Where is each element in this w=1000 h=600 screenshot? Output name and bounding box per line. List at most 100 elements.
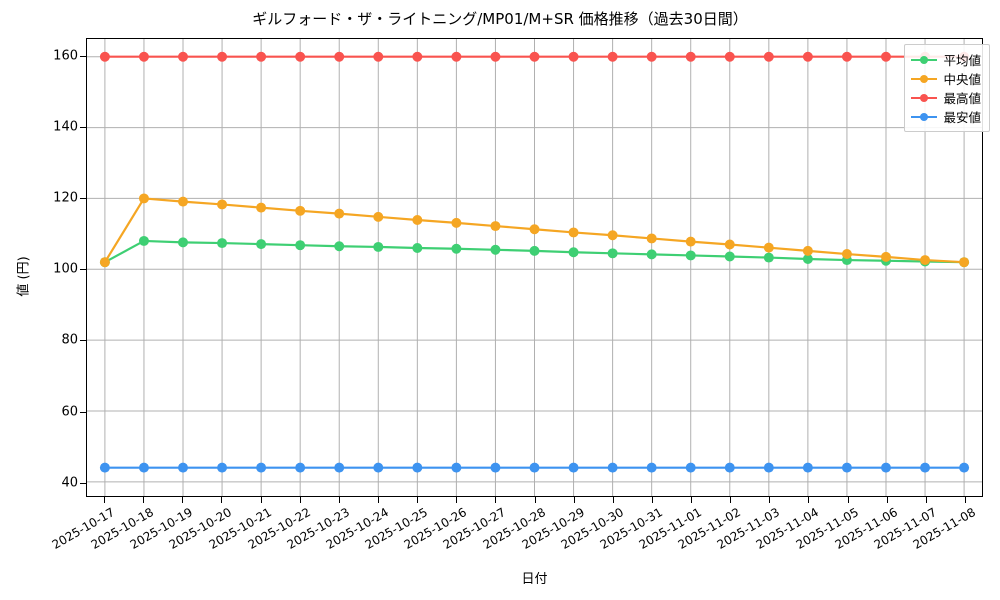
y-tick-mark [80, 269, 86, 271]
data-point [646, 249, 657, 260]
data-point [685, 250, 696, 261]
data-point [724, 251, 735, 262]
data-point [490, 462, 501, 473]
data-point [178, 237, 188, 248]
data-point [256, 202, 267, 213]
x-tick-mark [534, 497, 536, 503]
data-point [256, 462, 267, 473]
legend-item-2[interactable]: 中央値 [911, 69, 981, 88]
y-tick-mark [80, 126, 86, 128]
data-point [685, 462, 696, 473]
series-1 [99, 235, 970, 268]
x-tick-mark [847, 497, 849, 503]
y-axis-tick-marks [0, 38, 86, 497]
data-point [99, 462, 110, 473]
data-point [568, 247, 579, 258]
data-point [763, 51, 774, 62]
data-point [881, 462, 891, 473]
legend-marker-icon [911, 73, 938, 85]
data-point [178, 196, 188, 207]
x-tick-mark [221, 497, 223, 503]
data-point [217, 199, 228, 210]
y-axis-tick-labels: 40 60 80 100 120 140 160 [38, 38, 78, 497]
x-tick-mark [495, 497, 497, 503]
y-tick-label: 160 [53, 48, 78, 64]
legend-marker-icon [911, 92, 938, 104]
data-point [763, 242, 774, 253]
data-point [646, 462, 657, 473]
legend-marker-icon [911, 111, 938, 123]
data-point [295, 51, 306, 62]
x-tick-mark [651, 497, 653, 503]
data-point [373, 241, 384, 252]
x-tick-mark [965, 497, 967, 503]
x-tick-mark [377, 497, 379, 503]
data-point [959, 257, 970, 268]
x-tick-mark [143, 497, 145, 503]
data-point [529, 462, 540, 473]
data-point [881, 51, 891, 62]
chart-legend[interactable]: 平均値中央値 最高値最安値 [904, 44, 990, 132]
data-point [607, 230, 618, 241]
data-series-layer [99, 51, 970, 473]
data-point [841, 249, 852, 260]
series-2 [99, 193, 970, 268]
data-point [334, 241, 345, 252]
legend-label: 中央値 [943, 72, 981, 87]
series-3 [99, 51, 970, 62]
chart-title: ギルフォード・ザ・ライトニング/MP01/M+SR 価格推移（過去30日間） [252, 10, 748, 28]
data-point [451, 243, 462, 254]
data-point [334, 51, 345, 62]
legend-item-3[interactable]: 最高値 [911, 88, 981, 107]
data-point [568, 462, 579, 473]
data-point [920, 462, 931, 473]
x-tick-mark [573, 497, 575, 503]
data-point [763, 252, 774, 263]
data-point [841, 51, 852, 62]
y-tick-label: 100 [53, 261, 78, 277]
data-point [685, 236, 696, 247]
data-point [529, 224, 540, 235]
data-point [138, 193, 149, 204]
data-point [295, 462, 306, 473]
data-point [138, 462, 149, 473]
data-point [607, 462, 618, 473]
data-point [529, 245, 540, 256]
series-4 [99, 462, 970, 473]
data-point [959, 462, 970, 473]
data-point [217, 238, 228, 249]
y-tick-label: 40 [61, 475, 78, 491]
x-tick-mark [730, 497, 732, 503]
data-point [451, 462, 462, 473]
data-point [568, 51, 579, 62]
data-point [646, 51, 657, 62]
y-tick-mark [80, 340, 86, 342]
legend-item-4[interactable]: 最安値 [911, 107, 981, 126]
x-axis-tick-marks [86, 497, 983, 505]
x-axis-label: 日付 [521, 572, 548, 587]
data-point [881, 251, 891, 262]
x-tick-mark [808, 497, 810, 503]
y-tick-label: 140 [53, 119, 78, 135]
y-tick-mark [80, 55, 86, 57]
data-point [373, 51, 384, 62]
legend-label: 最安値 [943, 110, 981, 125]
x-tick-mark [612, 497, 614, 503]
data-point [412, 462, 423, 473]
y-tick-mark [80, 198, 86, 200]
data-point [607, 248, 618, 259]
grid-lines [87, 39, 982, 496]
data-point [412, 243, 423, 253]
legend-label: 平均値 [943, 53, 981, 68]
data-point [802, 462, 813, 473]
data-point [178, 51, 188, 62]
data-point [451, 51, 462, 62]
data-point [490, 244, 501, 255]
data-point [295, 240, 306, 251]
data-point [724, 462, 735, 473]
x-tick-mark [338, 497, 340, 503]
x-tick-mark [691, 497, 693, 503]
data-point [841, 462, 852, 473]
legend-item-1[interactable]: 平均値 [911, 50, 981, 69]
